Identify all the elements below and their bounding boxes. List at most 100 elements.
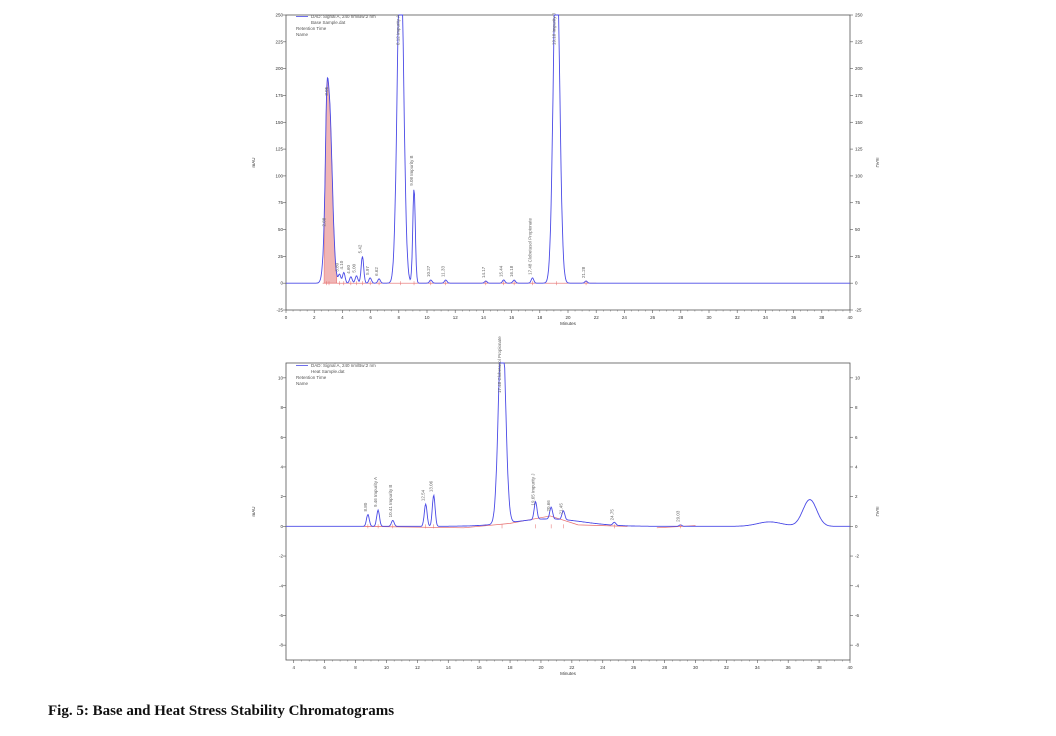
chart-panel-2: 4 6 8 10 12 14 16 18 20 22 24 26 28 30 32 34 36 38 40Minut… <box>251 336 880 676</box>
peak-label: 29.03 <box>675 510 680 522</box>
y-tick-label: -25 <box>276 308 283 313</box>
legend-entry: Heat Sample.dat <box>311 369 345 374</box>
y-tick-label: 150 <box>275 120 283 125</box>
y-tick-label-right: 8 <box>855 405 858 410</box>
y-tick-label-right: 2 <box>855 494 858 499</box>
peak-label: 19.18 Impurity J <box>551 13 556 45</box>
x-tick-label: 36 <box>791 315 797 320</box>
x-tick-label: 16 <box>509 315 515 320</box>
y-tick-label: 50 <box>278 227 284 232</box>
x-axis-label: Minutes <box>560 671 577 676</box>
y-tick-label: 75 <box>278 200 284 205</box>
x-tick-label: 8 <box>354 665 357 670</box>
x-tick-label: 18 <box>508 665 514 670</box>
x-axis-label: Minutes <box>560 321 577 326</box>
y-tick-label-right: -4 <box>855 583 859 588</box>
y-tick-label: 250 <box>275 13 283 18</box>
legend-entry: Name <box>296 32 309 37</box>
peak-label: 19.65 Impurity J <box>531 474 536 506</box>
signal-trace <box>286 362 850 527</box>
x-tick-label: 30 <box>693 665 699 670</box>
peak-label: 20.66 <box>546 500 551 512</box>
y-tick-label: -6 <box>279 613 283 618</box>
legend-entry: DAD: Signal A, 240 nm/Bw:2 nm <box>311 363 376 368</box>
peak-label: 21.45 <box>558 503 563 515</box>
x-tick-label: 26 <box>650 315 656 320</box>
peak-label: 8.80 <box>363 502 368 511</box>
y-tick-label: -8 <box>279 643 283 648</box>
x-tick-label: 34 <box>755 665 761 670</box>
peak-label: 3.05 <box>324 86 329 95</box>
y-tick-label: 125 <box>275 147 283 152</box>
y-tick-label-right: 6 <box>855 435 858 440</box>
x-tick-label: 12 <box>415 665 421 670</box>
y-tick-label: -2 <box>279 554 283 559</box>
peak-label: 3.80 <box>335 262 340 271</box>
y-tick-label: -4 <box>279 583 283 588</box>
peak-label: 24.75 <box>609 509 614 521</box>
x-tick-label: 12 <box>453 315 459 320</box>
y-tick-label: 225 <box>275 39 283 44</box>
x-tick-label: 36 <box>786 665 792 670</box>
y-axis-label: mAU <box>251 158 256 168</box>
peak-label: 9.46 Impurity A <box>373 477 378 507</box>
y-tick-label: 25 <box>278 254 284 259</box>
peak-label: 8.12 Impurity A <box>395 15 400 45</box>
y-axis-label: mAU <box>251 507 256 517</box>
y-tick-label: 6 <box>280 435 283 440</box>
x-tick-label: 6 <box>369 315 372 320</box>
y-tick-label-right: 25 <box>855 254 861 259</box>
y-tick-label-right: -2 <box>855 554 859 559</box>
peak-label: 14.17 <box>481 266 486 278</box>
peak-label: 4.60 <box>346 264 351 273</box>
x-tick-label: 4 <box>341 315 344 320</box>
legend-entry: Retention Time <box>296 26 327 31</box>
peak-label: 4.10 <box>339 260 344 269</box>
y-tick-label-right: 250 <box>855 13 863 18</box>
y-tick-label: 4 <box>280 464 283 469</box>
y-tick-label-right: 200 <box>855 66 863 71</box>
x-tick-label: 32 <box>724 665 730 670</box>
peak-label: 16.18 <box>509 265 514 277</box>
peak-label: 17.48 Clobetasol Propionate <box>497 336 502 393</box>
x-tick-label: 38 <box>817 665 823 670</box>
y-tick-label: 200 <box>275 66 283 71</box>
x-tick-label: 40 <box>847 665 853 670</box>
y-tick-label: 175 <box>275 93 283 98</box>
x-tick-label: 32 <box>735 315 741 320</box>
x-tick-label: 26 <box>631 665 637 670</box>
figure-caption: Fig. 5: Base and Heat Stress Stability C… <box>48 703 395 719</box>
x-tick-label: 24 <box>622 315 628 320</box>
y-axis-label-right: mAU <box>875 158 880 168</box>
x-tick-label: 8 <box>398 315 401 320</box>
legend-entry: DAD: Signal A, 240 nm/Bw:2 nm <box>311 14 376 19</box>
peak-label: 15.44 <box>499 265 504 277</box>
x-tick-label: 30 <box>706 315 712 320</box>
y-axis-label-right: mAU <box>875 507 880 517</box>
x-tick-label: 10 <box>384 665 390 670</box>
x-tick-label: 4 <box>292 665 295 670</box>
y-tick-label-right: 150 <box>855 120 863 125</box>
peak-label: 12.54 <box>421 489 426 501</box>
x-tick-label: 28 <box>678 315 684 320</box>
y-tick-label: 0 <box>280 524 283 529</box>
y-tick-label: 100 <box>275 173 283 178</box>
x-tick-label: 34 <box>763 315 769 320</box>
y-tick-label-right: 4 <box>855 464 858 469</box>
y-tick-label-right: 0 <box>855 281 858 286</box>
peak-label: 11.33 <box>441 266 446 277</box>
y-tick-label: 8 <box>280 405 283 410</box>
peak-label: 13.06 <box>429 480 434 492</box>
y-tick-label-right: -25 <box>855 308 862 313</box>
peak-label: 21.28 <box>581 266 586 278</box>
signal-trace <box>286 14 850 284</box>
x-tick-label: 6 <box>323 665 326 670</box>
x-tick-label: 14 <box>446 665 452 670</box>
peak-label: 2.88 <box>322 217 327 226</box>
plot-frame <box>285 362 851 661</box>
legend-entry: Base Sample.dat <box>311 20 346 25</box>
x-tick-label: 10 <box>424 315 430 320</box>
peak-label: 9.08 Impurity B <box>409 156 414 186</box>
x-tick-label: 40 <box>847 315 853 320</box>
